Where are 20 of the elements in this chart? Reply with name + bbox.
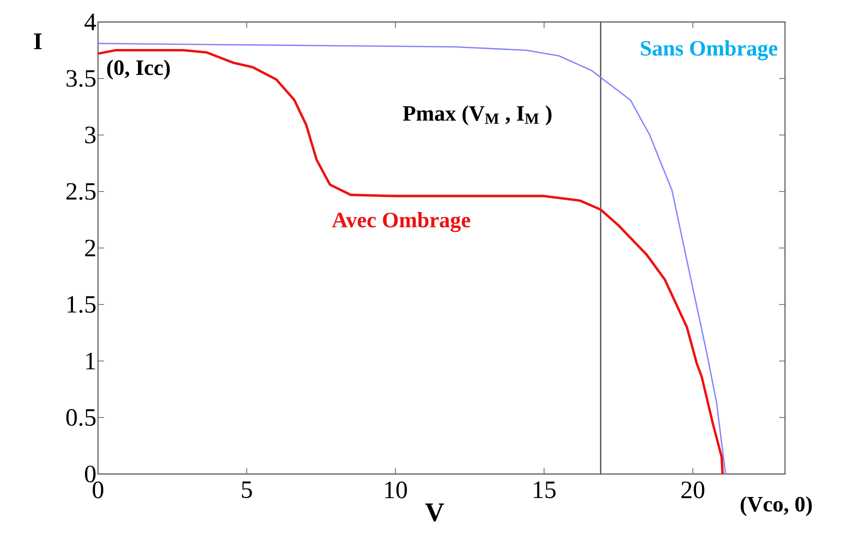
y-tick-label: 3.5 — [66, 70, 96, 87]
y-tick-label: 0.5 — [66, 409, 96, 426]
y-tick-label: 2 — [85, 240, 96, 256]
x-tick-label: 15 — [534, 482, 556, 498]
series-label: Avec Ombrage — [332, 212, 470, 232]
x-tick-label: 10 — [385, 482, 407, 498]
y-tick-label: 0 — [84, 466, 96, 482]
y-tick-label: 3 — [85, 126, 96, 144]
y-tick-label: 1.5 — [68, 296, 96, 313]
annotation: (Vco, 0) — [740, 496, 812, 516]
x-tick-label: 20 — [681, 482, 704, 498]
series-label: Sans Ombrage — [640, 40, 778, 60]
y-tick-label: 2.5 — [66, 183, 96, 200]
y-tick-label: 1 — [86, 352, 95, 370]
x-axis-title: V — [425, 503, 444, 522]
annotation: Pmax (V$_{M}$ , I$_{M}$ ) — [402, 105, 552, 126]
y-tick-label: 4 — [84, 14, 96, 30]
annotation: (0, Icc) — [107, 60, 170, 80]
x-tick-label: 5 — [242, 482, 252, 498]
y-axis-title: I — [34, 34, 42, 50]
